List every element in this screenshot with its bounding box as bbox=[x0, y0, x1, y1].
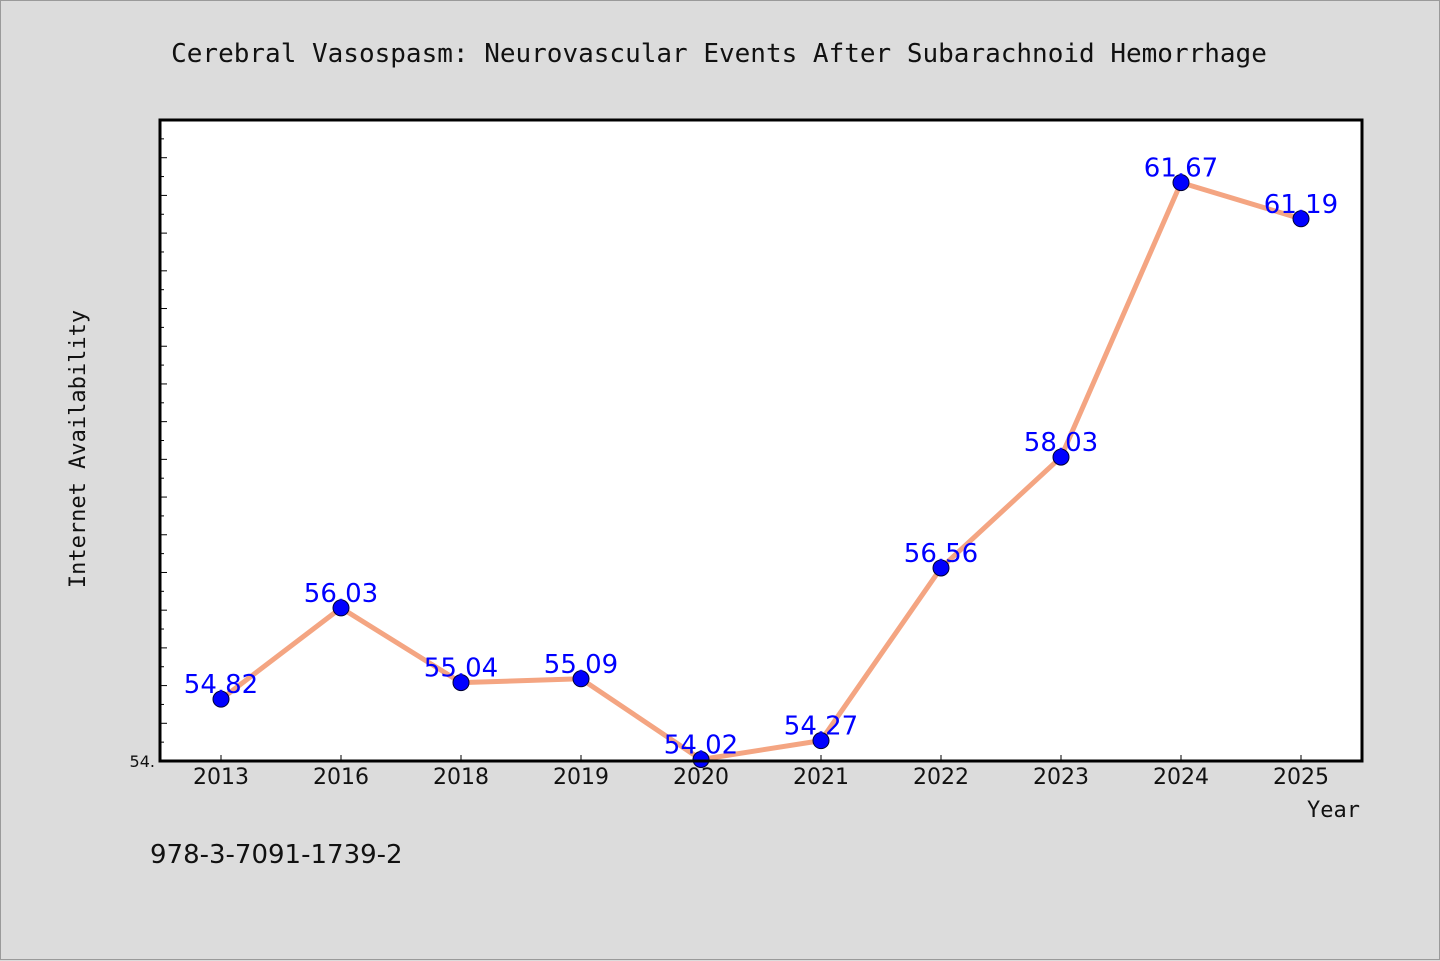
data-point bbox=[452, 674, 470, 692]
x-tick-label: 2022 bbox=[913, 765, 969, 790]
data-point bbox=[212, 690, 230, 708]
x-axis-label: Year bbox=[1307, 798, 1360, 823]
x-tick-label: 2023 bbox=[1033, 765, 1089, 790]
isbn-caption: 978-3-7091-1739-2 bbox=[150, 840, 403, 870]
chart-title: Cerebral Vasospasm: Neurovascular Events… bbox=[171, 39, 1267, 69]
data-label: 61.19 bbox=[1264, 190, 1338, 220]
data-label: 54.82 bbox=[184, 670, 258, 700]
x-tick-label: 2018 bbox=[433, 765, 489, 790]
x-tick-label: 2016 bbox=[313, 765, 369, 790]
plot-border bbox=[158, 118, 1364, 763]
data-label: 54.02 bbox=[664, 730, 738, 760]
data-point bbox=[332, 599, 350, 617]
data-markers bbox=[212, 174, 1310, 768]
data-labels: 54.82 56.03 55.04 55.09 54.02 54.27 56.56 58.03… bbox=[184, 154, 1338, 761]
data-point bbox=[1292, 210, 1310, 228]
x-tick-label: 2013 bbox=[193, 765, 249, 790]
data-label: 58.03 bbox=[1024, 428, 1098, 458]
data-label: 56.03 bbox=[304, 579, 378, 609]
data-label: 55.04 bbox=[424, 654, 498, 684]
data-point bbox=[1052, 448, 1070, 466]
x-axis-tick-labels: 2013 2016 2018 2019 2020 2021 2022 2023 2024 2025 bbox=[193, 765, 1329, 790]
data-label: 61.67 bbox=[1144, 154, 1218, 184]
x-tick-label: 2019 bbox=[553, 765, 609, 790]
x-tick-label: 2025 bbox=[1273, 765, 1329, 790]
x-tick-label: 2020 bbox=[673, 765, 729, 790]
data-label: 54.27 bbox=[784, 712, 858, 742]
plot-area bbox=[160, 120, 1362, 761]
y-axis-min-tick-label: 54. bbox=[130, 752, 155, 771]
y-axis-label: Internet Availability bbox=[66, 310, 91, 588]
data-point bbox=[1172, 174, 1190, 192]
data-point bbox=[812, 732, 830, 750]
series-line bbox=[218, 180, 1304, 762]
data-point bbox=[932, 559, 950, 577]
x-tick-label: 2021 bbox=[793, 765, 849, 790]
data-point bbox=[692, 750, 710, 768]
data-label: 55.09 bbox=[544, 650, 618, 680]
data-point bbox=[572, 670, 590, 688]
x-tick-label: 2024 bbox=[1153, 765, 1209, 790]
data-label: 56.56 bbox=[904, 539, 978, 569]
